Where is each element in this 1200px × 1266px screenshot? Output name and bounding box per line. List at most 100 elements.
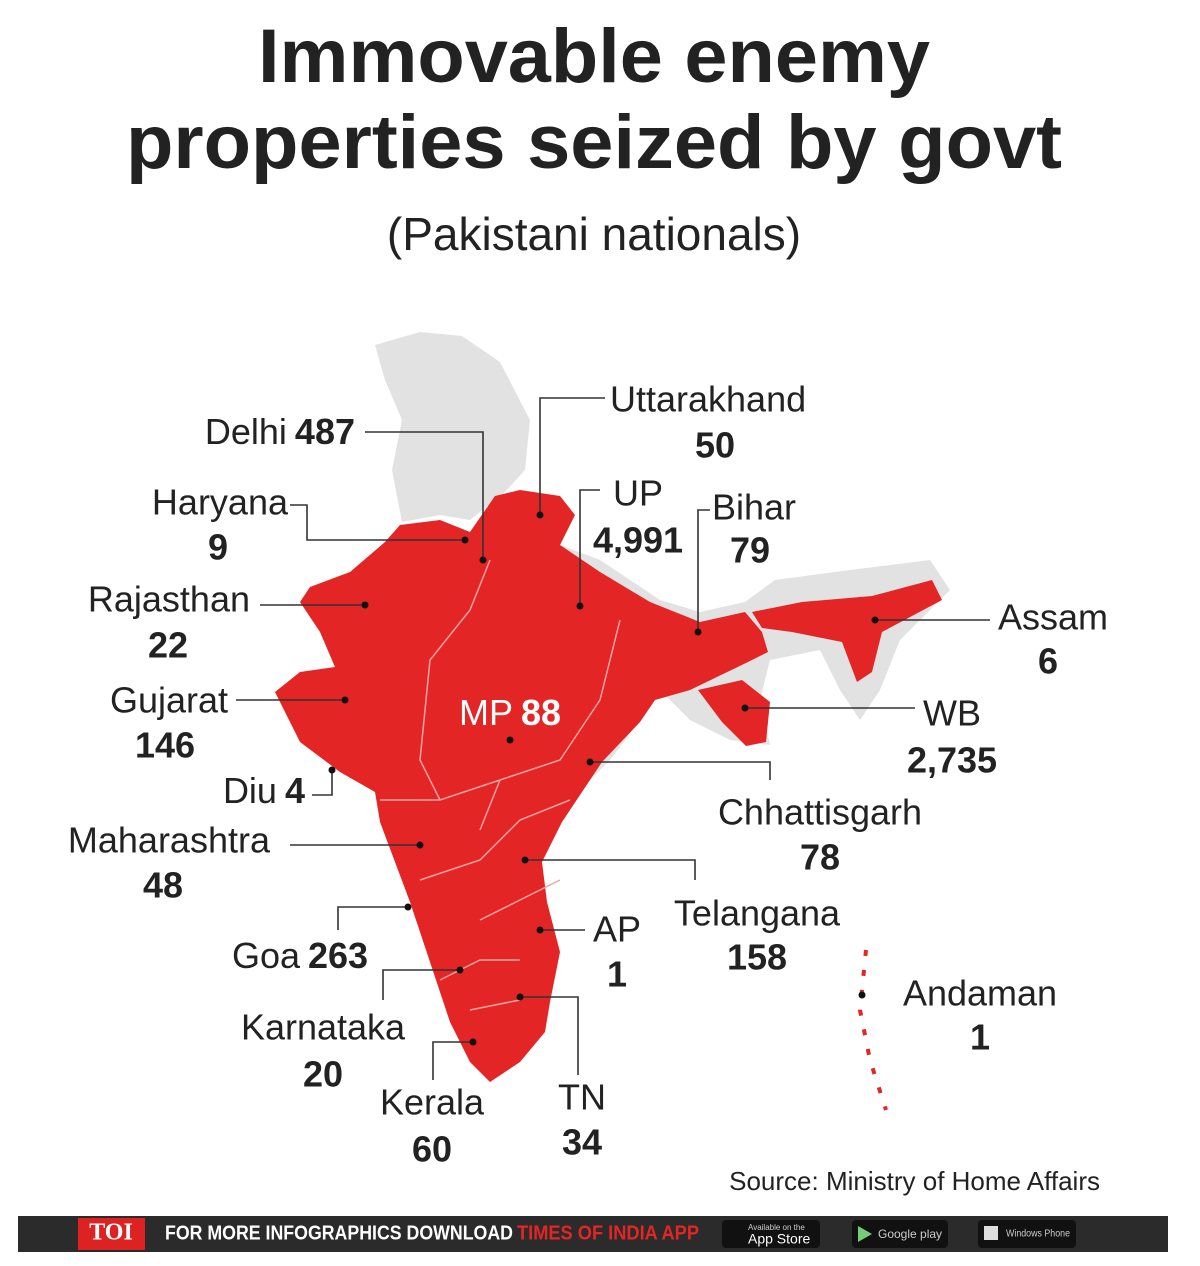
region-marker [479, 556, 487, 564]
region-name: Goa [232, 935, 301, 976]
region-marker [328, 766, 336, 774]
region-name: Delhi [205, 411, 287, 452]
region-value: 158 [727, 937, 787, 978]
leader-line [590, 761, 771, 780]
region-name: Diu [223, 770, 277, 811]
footer-bar [18, 1216, 1168, 1252]
grey-territory [375, 332, 530, 522]
region-name: Telangana [674, 893, 841, 934]
region-marker [506, 736, 514, 744]
andaman-islands [857, 949, 888, 1111]
region-marker [341, 696, 349, 704]
source: Source: Ministry of Home Affairs [729, 1166, 1100, 1196]
region-name: Kerala [380, 1082, 485, 1123]
title-line: Immovable enemy [258, 14, 930, 99]
region-name: Assam [998, 597, 1108, 638]
leader-line [520, 996, 579, 1075]
region-value: 78 [800, 837, 840, 878]
region-value: 48 [143, 865, 183, 906]
region-marker [871, 616, 879, 624]
region-value: 79 [730, 530, 770, 571]
store-badge[interactable] [978, 1220, 1076, 1248]
region-name: Maharashtra [68, 820, 271, 861]
region-marker [516, 993, 524, 1001]
region-value: 34 [562, 1122, 602, 1163]
leader-line [312, 770, 333, 796]
region-value: 20 [303, 1054, 343, 1095]
region-value: 4 [285, 770, 305, 811]
region-label: Diu 4 [223, 770, 305, 811]
region-value: 22 [148, 625, 188, 666]
region-value: 9 [208, 527, 228, 568]
region-name: AP [593, 909, 641, 950]
region-name: Haryana [152, 482, 289, 523]
region-label: Goa 263 [232, 935, 368, 976]
region-name: Chhattisgarh [718, 792, 922, 833]
region-name: Bihar [712, 487, 796, 528]
region-name: Karnataka [241, 1007, 406, 1048]
region-marker [416, 841, 424, 849]
subtitle: (Pakistani nationals) [387, 208, 801, 260]
region-label: MP 88 [459, 692, 561, 733]
india-shape [275, 490, 768, 1082]
region-marker [461, 536, 469, 544]
brand-box [78, 1218, 145, 1250]
footer-text: FOR MORE INFOGRAPHICS DOWNLOAD [165, 1222, 513, 1244]
leader-line [382, 969, 460, 1000]
badge-text: App Store [748, 1231, 810, 1247]
region-name: Gujarat [110, 680, 228, 721]
india-shape [752, 580, 942, 682]
region-marker [694, 628, 702, 636]
region-name: Uttarakhand [610, 379, 806, 420]
region-marker [741, 704, 749, 712]
leader-line [539, 397, 605, 515]
leader-line [432, 1041, 473, 1080]
store-badge[interactable] [852, 1220, 948, 1248]
region-marker [536, 926, 544, 934]
region-marker [576, 602, 584, 610]
region-marker [456, 966, 464, 974]
windows-icon [984, 1226, 998, 1240]
title-line: properties seized by govt [126, 100, 1062, 185]
region-marker [404, 903, 412, 911]
leader-line [579, 489, 600, 606]
region-value: 50 [695, 425, 735, 466]
footer-app: TIMES OF INDIA APP [517, 1222, 699, 1244]
leader-line [290, 504, 465, 541]
region-label: Delhi 487 [205, 411, 355, 452]
leader-line [365, 431, 484, 560]
map [275, 332, 950, 1111]
badge-text: Google play [878, 1227, 942, 1241]
leader-line [697, 509, 710, 632]
leader-line [337, 906, 408, 930]
region-value: 6 [1038, 641, 1058, 682]
region-value: 2,735 [907, 740, 997, 781]
region-name: MP [459, 692, 513, 733]
region-marker [521, 856, 529, 864]
leader-line [525, 859, 696, 880]
play-icon [858, 1226, 872, 1242]
footer: TOI FOR MORE INFOGRAPHICS DOWNLOAD TIMES… [18, 1216, 1168, 1252]
state-borders [380, 559, 621, 1011]
region-name: WB [923, 693, 981, 734]
region-value: 88 [521, 692, 561, 733]
region-marker [586, 758, 594, 766]
region-marker [858, 991, 866, 999]
store-badge[interactable] [722, 1220, 820, 1248]
brand: TOI [89, 1220, 133, 1246]
region-marker [536, 511, 544, 519]
india-shape [698, 680, 770, 746]
region-value: 60 [412, 1129, 452, 1170]
region-marker [361, 601, 369, 609]
region-value: 146 [135, 725, 195, 766]
region-value: 4,991 [593, 520, 683, 561]
region-name: Rajasthan [88, 579, 250, 620]
region-marker [469, 1038, 477, 1046]
region-value: 1 [970, 1017, 990, 1058]
region-value: 263 [308, 935, 368, 976]
badge-text: Windows Phone [1006, 1229, 1070, 1240]
badge-caption: Available on the [748, 1223, 805, 1232]
region-name: TN [558, 1077, 606, 1118]
region-value: 1 [607, 954, 627, 995]
